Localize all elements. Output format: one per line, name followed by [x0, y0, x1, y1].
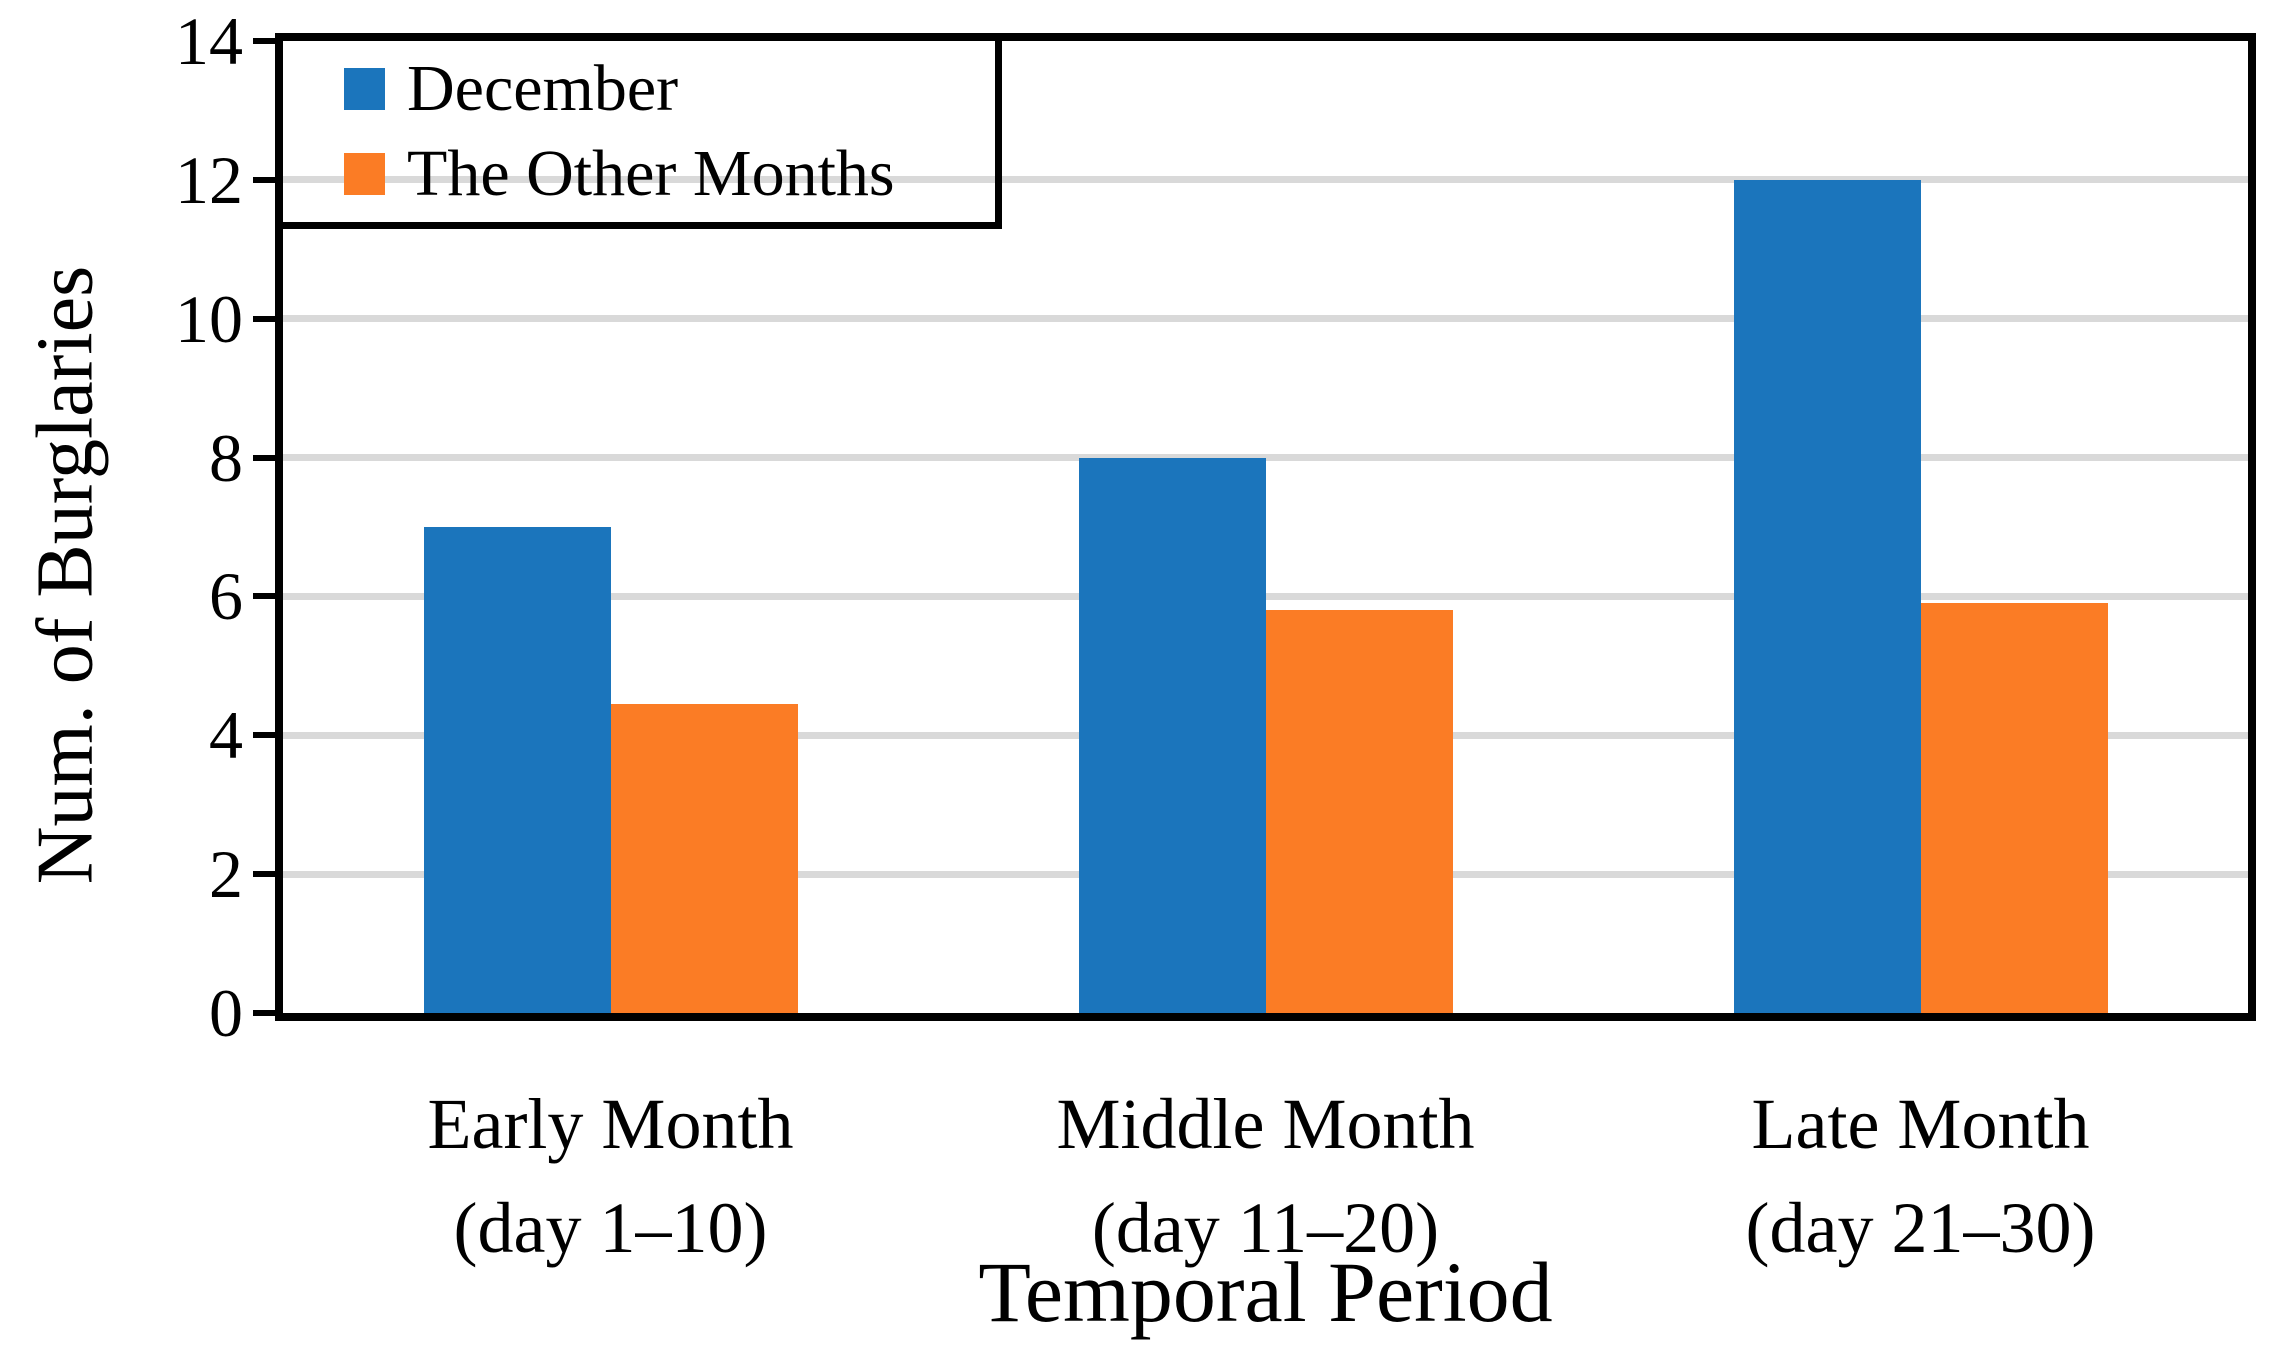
- x-category-label-middle-month: Middle Month (day 11–20): [938, 1072, 1593, 1280]
- x-category-label-early-month: Early Month (day 1–10): [283, 1072, 938, 1280]
- x-category-line2: (day 1–10): [453, 1188, 768, 1268]
- y-tick-label-12: 12: [175, 141, 243, 218]
- plot-area: [275, 33, 2256, 1021]
- y-tick-mark-4: [253, 732, 277, 739]
- y-tick-mark-8: [253, 454, 277, 461]
- y-tick-mark-10: [253, 315, 277, 322]
- legend: December The Other Months: [275, 33, 1002, 229]
- x-category-line1: Middle Month: [1056, 1084, 1475, 1164]
- y-tick-label-4: 4: [209, 697, 243, 774]
- x-category-label-late-month: Late Month (day 21–30): [1593, 1072, 2248, 1280]
- bar-the-other-months-late-month: [1920, 603, 2108, 1013]
- gridline-y-8: [283, 454, 2248, 462]
- y-tick-mark-0: [253, 1010, 277, 1016]
- gridline-y-6: [283, 592, 2248, 600]
- y-tick-label-0: 0: [209, 975, 243, 1051]
- legend-item-the-other-months: The Other Months: [282, 134, 995, 214]
- y-tick-label-14: 14: [175, 3, 243, 79]
- x-category-line1: Late Month: [1751, 1084, 2090, 1164]
- bar-the-other-months-middle-month: [1265, 610, 1453, 1013]
- y-tick-mark-14: [253, 38, 277, 44]
- bar-december-late-month: [1733, 179, 1921, 1013]
- bar-the-other-months-early-month: [610, 704, 798, 1013]
- y-tick-label-6: 6: [209, 558, 243, 635]
- legend-item-december: December: [282, 49, 995, 129]
- legend-label: The Other Months: [407, 136, 895, 210]
- y-tick-mark-6: [253, 593, 277, 600]
- bar-december-early-month: [423, 527, 611, 1013]
- legend-swatch-icon: [344, 152, 385, 195]
- y-tick-label-2: 2: [209, 836, 243, 913]
- bar-december-middle-month: [1078, 457, 1266, 1013]
- x-category-line2: (day 11–20): [1091, 1188, 1440, 1268]
- gridline-y-10: [283, 315, 2248, 323]
- legend-swatch-icon: [344, 67, 385, 110]
- x-axis-title: Temporal Period: [978, 1244, 1553, 1340]
- legend-label: December: [407, 51, 679, 125]
- y-tick-label-8: 8: [209, 419, 243, 496]
- x-category-line2: (day 21–30): [1745, 1188, 2096, 1268]
- y-tick-mark-12: [253, 176, 277, 183]
- x-category-line1: Early Month: [427, 1084, 794, 1164]
- y-tick-label-10: 10: [175, 280, 243, 357]
- y-tick-mark-2: [253, 871, 277, 878]
- gridline-y-12: [283, 176, 2248, 184]
